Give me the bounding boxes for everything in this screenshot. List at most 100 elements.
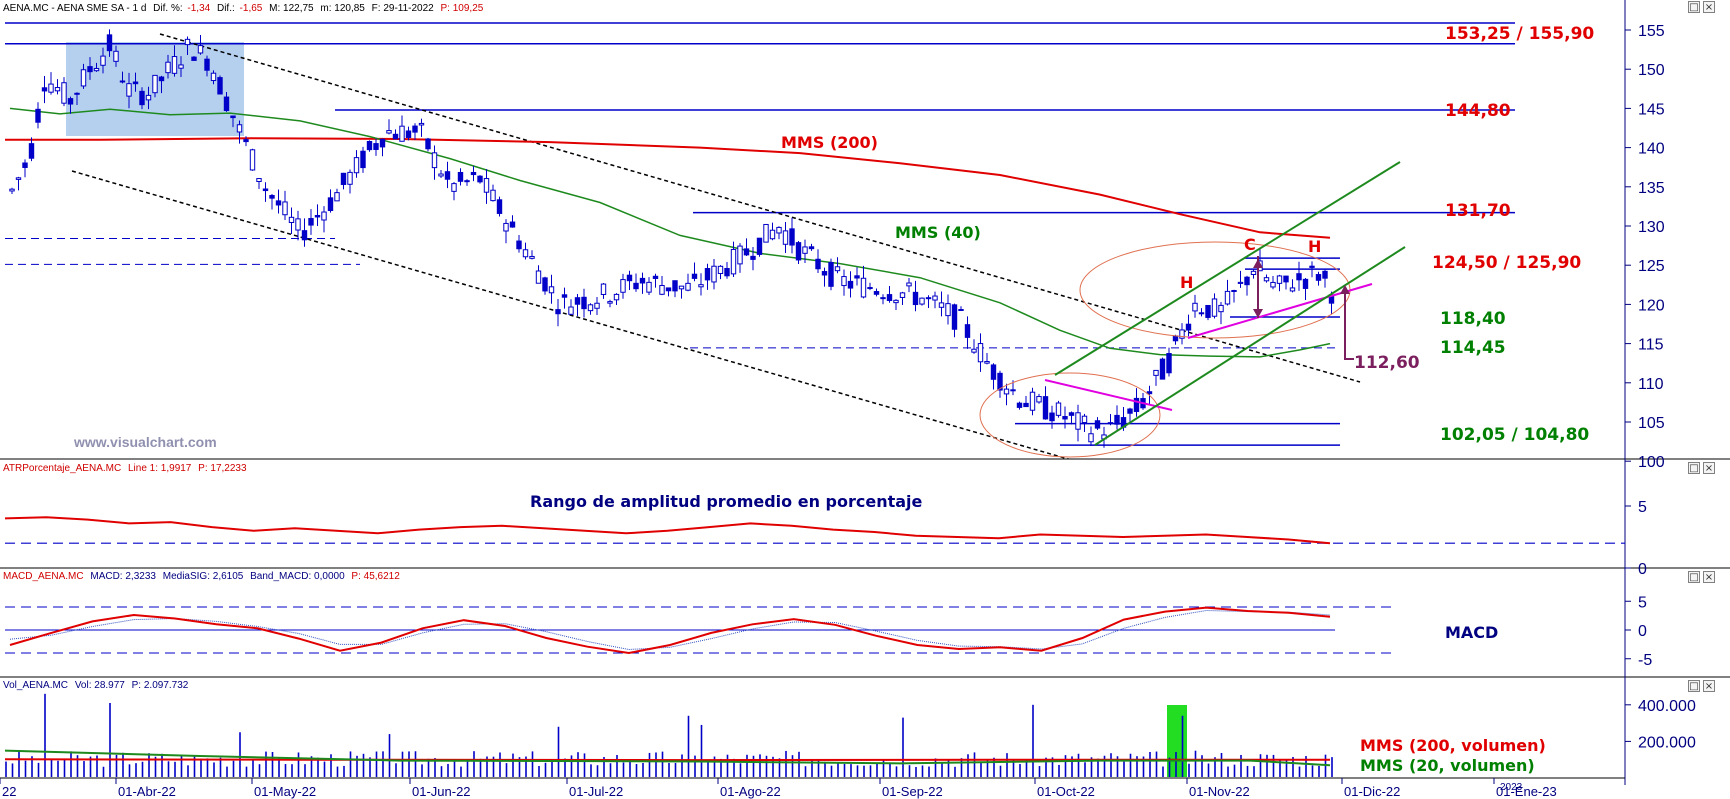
candle xyxy=(691,262,698,282)
candle xyxy=(659,276,665,296)
level-label-114: 114,45 xyxy=(1440,338,1506,358)
candle xyxy=(711,259,717,290)
candle xyxy=(854,267,860,286)
candle xyxy=(1322,269,1328,288)
candle xyxy=(1296,261,1302,291)
candle xyxy=(860,265,867,299)
candle xyxy=(841,269,847,296)
pattern-ellipse xyxy=(1079,241,1351,339)
candle xyxy=(990,363,997,390)
candle xyxy=(191,56,197,61)
bottom-ellipse xyxy=(979,372,1161,458)
svg-text:ATRPorcentaje_AENA.MC Li: ATRPorcentaje_AENA.MC Line 1: 1,9917 P: … xyxy=(3,463,247,474)
candle xyxy=(425,137,431,152)
candle xyxy=(204,55,210,77)
candle xyxy=(418,118,425,137)
price-header-difpct: -1,34 xyxy=(187,3,210,14)
candle xyxy=(28,137,35,162)
candle xyxy=(171,45,178,77)
candle xyxy=(1179,323,1185,345)
candle xyxy=(698,273,704,296)
restore-icon[interactable]: □ xyxy=(1688,462,1700,474)
candle xyxy=(964,316,971,349)
candle xyxy=(665,287,672,297)
price-header-difpct-label: Dif. %: xyxy=(153,3,182,14)
candle xyxy=(1114,405,1120,430)
price-y-tick: 150 xyxy=(1638,62,1665,79)
candle xyxy=(1283,275,1289,290)
candle xyxy=(431,145,438,180)
x-tick-label: 01-Jul-22 xyxy=(569,784,623,799)
candle xyxy=(880,294,886,305)
restore-icon[interactable]: □ xyxy=(1688,1,1700,13)
candle xyxy=(1062,406,1068,429)
candle xyxy=(405,126,412,141)
candle xyxy=(639,272,646,294)
price-y-tick: 155 xyxy=(1638,23,1665,40)
macd-title: MACD xyxy=(1445,623,1498,642)
candle xyxy=(555,299,561,327)
close-icon[interactable]: × xyxy=(1703,462,1715,474)
candle xyxy=(724,262,730,279)
candle xyxy=(353,150,360,178)
price-y-tick: 115 xyxy=(1638,337,1664,354)
price-panel xyxy=(5,22,1515,459)
candle xyxy=(1218,301,1224,325)
x-tick-label: 01-Oct-22 xyxy=(1037,784,1095,799)
atr-header-name: ATRPorcentaje_AENA.MC xyxy=(3,463,121,474)
candle xyxy=(646,277,652,295)
price-y-tick: 135 xyxy=(1638,180,1665,197)
candle xyxy=(652,273,659,288)
candle xyxy=(243,136,249,147)
candle xyxy=(1276,274,1283,292)
candle xyxy=(321,206,327,233)
year-marker: 2023 xyxy=(1500,782,1523,793)
x-tick-label: 01-Abr-22 xyxy=(118,784,176,799)
candle xyxy=(756,237,763,257)
pattern-label-h1: H xyxy=(1180,273,1193,292)
price-y-tick: 105 xyxy=(1638,415,1665,432)
candle xyxy=(288,207,295,234)
candle xyxy=(1159,357,1166,380)
candle xyxy=(717,265,724,280)
candle xyxy=(828,258,834,291)
candle xyxy=(360,146,366,173)
ma40-label: MMS (40) xyxy=(895,223,981,242)
horizontal-levels xyxy=(5,22,1515,446)
candle xyxy=(613,293,620,305)
arrow-head-up-icon xyxy=(1253,259,1263,268)
candle xyxy=(223,91,230,112)
close-icon[interactable]: × xyxy=(1703,680,1715,692)
candle xyxy=(262,182,269,202)
restore-icon[interactable]: □ xyxy=(1688,571,1700,583)
candle xyxy=(1237,270,1244,288)
price-y-axis: 155 150 145 140 135 130 125 120 115 110 105 100 xyxy=(1625,23,1665,471)
candle xyxy=(503,219,509,244)
candle xyxy=(74,92,80,105)
candle xyxy=(48,72,54,95)
candle xyxy=(282,190,288,220)
downtrend-channel-upper xyxy=(159,33,1361,383)
close-icon[interactable]: × xyxy=(1703,1,1715,13)
candle xyxy=(626,270,633,290)
candle xyxy=(314,204,321,227)
price-y-tick: 100 xyxy=(1638,454,1665,471)
candle xyxy=(912,280,919,312)
uptrend-channel-low xyxy=(1094,246,1406,446)
candle xyxy=(9,187,15,195)
price-y-tick: 130 xyxy=(1638,219,1665,236)
candle xyxy=(269,193,275,210)
price-header-max: M: 122,75 xyxy=(269,3,314,14)
candle xyxy=(737,243,743,273)
candle xyxy=(1315,271,1322,286)
volume-y-tick: 400.000 xyxy=(1638,698,1696,715)
candle xyxy=(574,293,581,317)
candle xyxy=(938,291,945,317)
candle xyxy=(366,140,373,152)
close-icon[interactable]: × xyxy=(1703,571,1715,583)
restore-icon[interactable]: □ xyxy=(1688,680,1700,692)
candle xyxy=(1094,417,1101,431)
neckline-bottom xyxy=(1044,379,1173,411)
candle xyxy=(522,242,529,260)
candle xyxy=(1049,405,1055,429)
